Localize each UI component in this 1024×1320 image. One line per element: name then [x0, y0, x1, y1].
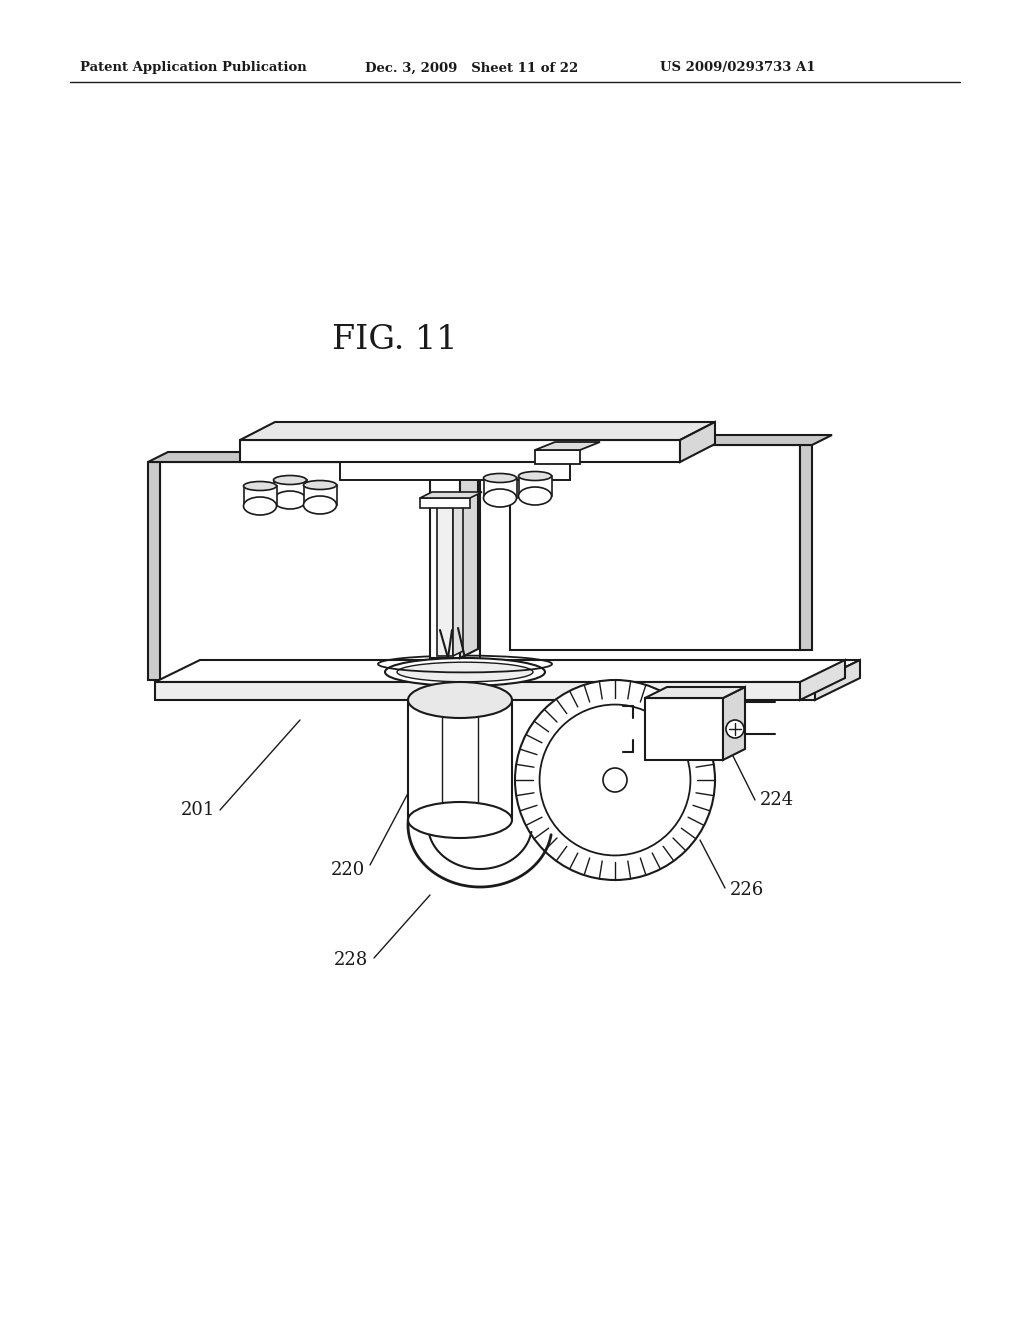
Ellipse shape	[483, 474, 516, 483]
Ellipse shape	[518, 487, 552, 506]
Polygon shape	[160, 462, 480, 680]
Polygon shape	[510, 445, 800, 649]
Ellipse shape	[385, 657, 545, 686]
Polygon shape	[148, 451, 500, 462]
Polygon shape	[340, 451, 591, 462]
Text: 201: 201	[180, 801, 215, 818]
Polygon shape	[303, 484, 337, 506]
Ellipse shape	[244, 498, 276, 515]
Polygon shape	[155, 682, 815, 700]
Ellipse shape	[483, 488, 516, 507]
Polygon shape	[420, 492, 482, 498]
Polygon shape	[453, 495, 463, 656]
Polygon shape	[680, 422, 715, 462]
Polygon shape	[420, 498, 470, 508]
Text: FIG. 11: FIG. 11	[332, 323, 458, 356]
Polygon shape	[273, 480, 306, 500]
Polygon shape	[535, 442, 600, 450]
Polygon shape	[510, 436, 831, 445]
Text: Patent Application Publication: Patent Application Publication	[80, 62, 307, 74]
Text: Dec. 3, 2009   Sheet 11 of 22: Dec. 3, 2009 Sheet 11 of 22	[365, 62, 579, 74]
Polygon shape	[483, 478, 516, 498]
Ellipse shape	[518, 471, 552, 480]
Polygon shape	[430, 440, 460, 657]
Circle shape	[540, 705, 690, 855]
Polygon shape	[518, 477, 552, 496]
Polygon shape	[437, 500, 453, 656]
Ellipse shape	[273, 475, 306, 484]
Polygon shape	[460, 432, 478, 657]
Polygon shape	[148, 462, 160, 680]
Polygon shape	[723, 686, 745, 760]
Polygon shape	[535, 450, 580, 465]
Polygon shape	[340, 462, 570, 480]
Polygon shape	[645, 686, 745, 698]
Ellipse shape	[303, 480, 337, 490]
Polygon shape	[645, 698, 723, 760]
Text: US 2009/0293733 A1: US 2009/0293733 A1	[660, 62, 815, 74]
Circle shape	[515, 680, 715, 880]
Ellipse shape	[303, 496, 337, 513]
Polygon shape	[800, 445, 812, 649]
Circle shape	[603, 768, 627, 792]
Polygon shape	[240, 422, 715, 440]
Ellipse shape	[408, 682, 512, 718]
Text: 226: 226	[730, 880, 764, 899]
Polygon shape	[244, 486, 276, 506]
Ellipse shape	[273, 491, 306, 510]
Polygon shape	[155, 660, 860, 682]
Polygon shape	[815, 660, 860, 700]
Ellipse shape	[408, 803, 512, 838]
Polygon shape	[240, 440, 680, 462]
Polygon shape	[800, 660, 845, 700]
Text: 220: 220	[331, 861, 365, 879]
Ellipse shape	[244, 482, 276, 491]
Ellipse shape	[397, 663, 534, 682]
Text: 224: 224	[760, 791, 795, 809]
Polygon shape	[408, 700, 512, 820]
Text: 228: 228	[334, 950, 368, 969]
Circle shape	[726, 719, 744, 738]
